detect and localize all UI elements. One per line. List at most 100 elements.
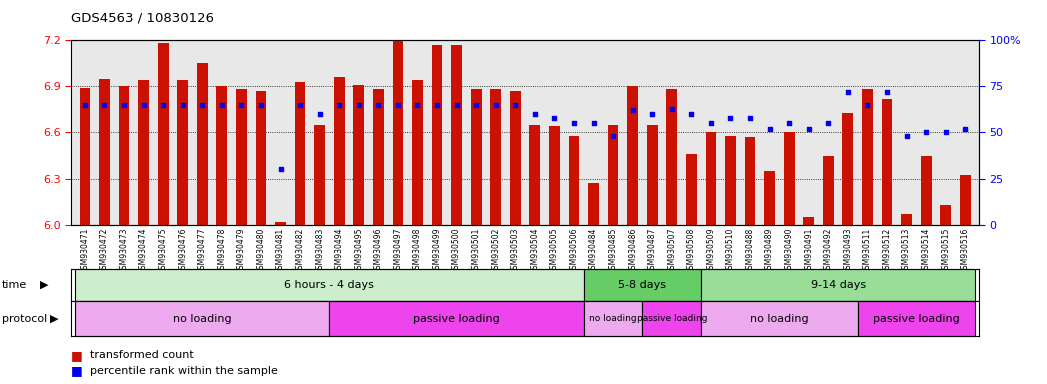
Bar — [647, 125, 658, 225]
Bar — [960, 175, 971, 225]
Text: time: time — [2, 280, 27, 290]
Point — [605, 133, 622, 139]
Bar — [607, 125, 619, 225]
Point — [96, 102, 113, 108]
Bar — [99, 79, 110, 225]
Text: ▶: ▶ — [50, 314, 59, 324]
Text: passive loading: passive loading — [637, 314, 707, 323]
Text: passive loading: passive loading — [414, 314, 500, 324]
Text: ■: ■ — [71, 349, 83, 362]
Bar — [627, 86, 638, 225]
Point — [527, 111, 543, 117]
Point — [389, 102, 406, 108]
Bar — [882, 99, 892, 225]
Point — [624, 107, 641, 113]
Bar — [643, 301, 701, 336]
Point — [194, 102, 210, 108]
Bar — [784, 132, 795, 225]
Text: 5-8 days: 5-8 days — [619, 280, 667, 290]
Bar — [510, 91, 520, 225]
Text: ▶: ▶ — [40, 280, 48, 290]
Point — [664, 106, 681, 112]
Point — [175, 102, 192, 108]
Bar — [255, 91, 266, 225]
Point — [820, 120, 837, 126]
Point — [840, 89, 856, 95]
Bar — [549, 126, 560, 225]
Point — [135, 102, 152, 108]
Bar — [857, 301, 975, 336]
Point — [722, 115, 739, 121]
Point — [937, 129, 954, 136]
Bar — [764, 171, 775, 225]
Text: 9-14 days: 9-14 days — [810, 280, 866, 290]
Point — [547, 115, 563, 121]
Point — [76, 102, 93, 108]
Point — [585, 120, 602, 126]
Point — [898, 133, 915, 139]
Bar — [431, 45, 443, 225]
Point — [683, 111, 699, 117]
Point — [800, 126, 817, 132]
Bar — [413, 80, 423, 225]
Point — [115, 102, 132, 108]
Point — [252, 102, 269, 108]
Point — [155, 102, 172, 108]
Bar — [744, 137, 756, 225]
Text: transformed count: transformed count — [90, 350, 194, 360]
Bar — [158, 43, 169, 225]
Bar — [843, 113, 853, 225]
Bar — [920, 156, 932, 225]
Bar — [584, 301, 643, 336]
Point — [214, 102, 230, 108]
Bar — [373, 89, 383, 225]
Text: passive loading: passive loading — [873, 314, 960, 324]
Text: no loading: no loading — [589, 314, 637, 323]
Point — [878, 89, 895, 95]
Point — [272, 166, 289, 172]
Point — [761, 126, 778, 132]
Bar — [80, 88, 90, 225]
Bar — [118, 86, 130, 225]
Point — [703, 120, 719, 126]
Bar — [75, 301, 330, 336]
Point — [409, 102, 426, 108]
Point — [428, 102, 445, 108]
Point — [859, 102, 875, 108]
Bar — [706, 132, 716, 225]
Bar — [236, 89, 247, 225]
Bar — [393, 40, 403, 225]
Bar — [314, 125, 325, 225]
Bar — [138, 80, 149, 225]
Point — [918, 129, 935, 136]
Point — [311, 111, 328, 117]
Bar — [584, 269, 701, 301]
Bar — [530, 125, 540, 225]
Point — [448, 102, 465, 108]
Point — [331, 102, 348, 108]
Bar — [177, 80, 188, 225]
Point — [487, 102, 504, 108]
Bar — [471, 89, 482, 225]
Point — [565, 120, 582, 126]
Bar — [275, 222, 286, 225]
Text: no loading: no loading — [173, 314, 231, 324]
Bar — [667, 89, 677, 225]
Bar — [901, 214, 912, 225]
Bar — [862, 89, 873, 225]
Bar — [294, 82, 306, 225]
Point — [507, 102, 524, 108]
Bar — [686, 154, 696, 225]
Point — [644, 111, 661, 117]
Bar — [940, 205, 951, 225]
Bar — [354, 85, 364, 225]
Bar — [701, 269, 975, 301]
Bar — [334, 77, 344, 225]
Point — [351, 102, 367, 108]
Text: 6 hours - 4 days: 6 hours - 4 days — [285, 280, 375, 290]
Bar — [588, 183, 599, 225]
Point — [957, 126, 974, 132]
Point — [370, 102, 386, 108]
Point — [233, 102, 250, 108]
Bar — [197, 63, 207, 225]
